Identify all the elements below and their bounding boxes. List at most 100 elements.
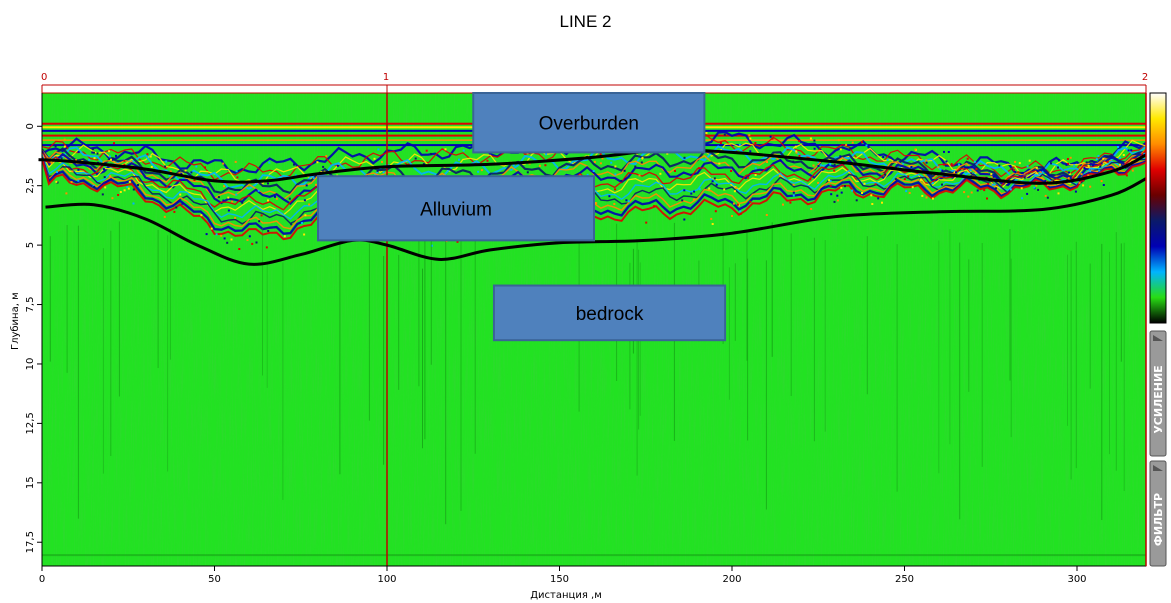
signal-speckle bbox=[1106, 160, 1109, 163]
signal-speckle bbox=[987, 182, 990, 185]
signal-speckle bbox=[698, 167, 701, 170]
signal-speckle bbox=[382, 171, 385, 174]
signal-speckle bbox=[184, 169, 187, 172]
signal-speckle bbox=[1100, 180, 1103, 183]
signal-speckle bbox=[976, 189, 979, 192]
signal-speckle bbox=[599, 162, 602, 165]
signal-speckle bbox=[659, 172, 662, 175]
signal-speckle bbox=[749, 150, 752, 153]
signal-speckle bbox=[1083, 167, 1086, 169]
signal-speckle bbox=[614, 188, 617, 191]
signal-speckle bbox=[294, 174, 297, 177]
side-tab-1[interactable]: ФИЛЬТР bbox=[1149, 460, 1167, 567]
signal-speckle bbox=[945, 160, 948, 163]
signal-speckle bbox=[544, 164, 547, 167]
signal-speckle bbox=[1087, 174, 1090, 177]
side-tab-bg bbox=[1149, 330, 1167, 457]
signal-speckle bbox=[586, 173, 589, 176]
signal-speckle bbox=[839, 155, 842, 158]
signal-speckle bbox=[970, 191, 973, 194]
signal-speckle bbox=[1143, 152, 1146, 155]
signal-speckle bbox=[792, 194, 795, 197]
signal-speckle bbox=[634, 165, 637, 168]
signal-speckle bbox=[56, 181, 59, 184]
signal-speckle bbox=[613, 203, 616, 205]
top-tick-label: 0 bbox=[41, 72, 47, 83]
y-tick-label: 0 bbox=[25, 123, 36, 129]
signal-speckle bbox=[251, 242, 254, 245]
signal-speckle bbox=[792, 191, 795, 194]
side-tab-arrow-icon bbox=[1153, 465, 1163, 471]
annotations: Overburden Alluvium bedrock bbox=[38, 92, 1147, 342]
signal-speckle bbox=[430, 244, 433, 247]
signal-speckle bbox=[910, 166, 913, 168]
signal-speckle bbox=[165, 160, 168, 163]
signal-speckle bbox=[462, 149, 465, 152]
signal-speckle bbox=[810, 208, 813, 210]
signal-speckle bbox=[708, 187, 711, 190]
signal-speckle bbox=[305, 184, 308, 187]
top-tick-label: 2 bbox=[1142, 72, 1148, 83]
signal-speckle bbox=[1044, 179, 1047, 182]
signal-speckle bbox=[1099, 163, 1102, 166]
signal-speckle bbox=[1009, 188, 1012, 191]
signal-speckle bbox=[828, 179, 831, 182]
signal-speckle bbox=[477, 170, 480, 173]
signal-speckle bbox=[1033, 186, 1036, 189]
signal-speckle bbox=[258, 220, 261, 223]
signal-speckle bbox=[92, 151, 95, 154]
signal-speckle bbox=[425, 149, 428, 152]
signal-speckle bbox=[798, 154, 801, 157]
signal-speckle bbox=[175, 206, 178, 209]
signal-speckle bbox=[526, 171, 529, 174]
signal-speckle bbox=[749, 137, 752, 140]
signal-speckle bbox=[91, 148, 94, 151]
y-tick-label: 10 bbox=[25, 358, 36, 371]
signal-speckle bbox=[54, 145, 57, 148]
signal-speckle bbox=[1057, 192, 1060, 195]
signal-speckle bbox=[283, 235, 286, 238]
signal-speckle bbox=[778, 174, 781, 177]
signal-speckle bbox=[830, 193, 833, 196]
signal-speckle bbox=[316, 161, 319, 164]
signal-speckle bbox=[1098, 169, 1101, 172]
signal-speckle bbox=[754, 174, 757, 176]
signal-speckle bbox=[1017, 171, 1020, 174]
signal-speckle bbox=[947, 151, 950, 153]
signal-speckle bbox=[907, 175, 910, 178]
signal-speckle bbox=[234, 160, 237, 163]
signal-speckle bbox=[1021, 172, 1024, 175]
signal-speckle bbox=[833, 200, 836, 203]
signal-speckle bbox=[860, 141, 863, 144]
signal-speckle bbox=[1102, 184, 1105, 186]
y-tick-label: 17,5 bbox=[25, 531, 36, 553]
signal-speckle bbox=[1089, 170, 1092, 173]
signal-speckle bbox=[71, 170, 74, 173]
bottom-band bbox=[42, 554, 1146, 557]
signal-speckle bbox=[149, 155, 152, 158]
side-tab-0[interactable]: УСИЛЕНИЕ bbox=[1149, 330, 1167, 457]
signal-speckle bbox=[1026, 192, 1029, 195]
signal-speckle bbox=[861, 192, 863, 194]
signal-speckle bbox=[990, 173, 993, 176]
signal-speckle bbox=[75, 159, 77, 162]
signal-speckle bbox=[798, 140, 801, 142]
signal-speckle bbox=[1127, 149, 1130, 152]
signal-speckle bbox=[77, 179, 80, 182]
x-tick-label: 150 bbox=[550, 574, 569, 585]
signal-speckle bbox=[692, 198, 695, 201]
signal-speckle bbox=[223, 237, 226, 240]
signal-speckle bbox=[1117, 146, 1119, 148]
signal-speckle bbox=[109, 175, 112, 178]
signal-speckle bbox=[975, 168, 978, 171]
signal-speckle bbox=[874, 183, 877, 186]
signal-speckle bbox=[766, 161, 768, 163]
signal-speckle bbox=[925, 159, 928, 162]
signal-speckle bbox=[967, 195, 970, 198]
signal-speckle bbox=[681, 199, 684, 202]
signal-speckle bbox=[1023, 176, 1026, 179]
signal-speckle bbox=[111, 197, 114, 200]
signal-speckle bbox=[839, 148, 842, 151]
signal-speckle bbox=[623, 169, 626, 172]
